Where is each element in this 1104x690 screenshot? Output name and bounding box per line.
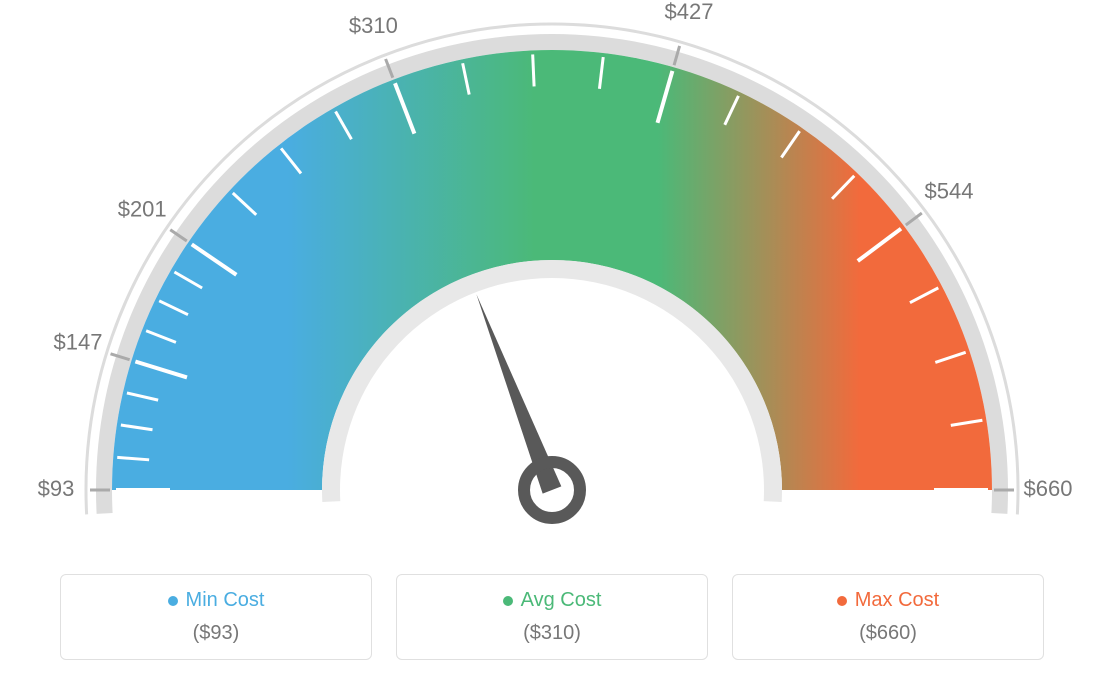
legend-value-max: ($660) — [743, 622, 1033, 645]
svg-text:$201: $201 — [118, 196, 167, 221]
legend-value-min: ($93) — [71, 622, 361, 645]
legend-label-min: Min Cost — [186, 589, 265, 612]
legend-row: Min Cost ($93) Avg Cost ($310) Max Cost … — [60, 574, 1044, 660]
legend-dot-max — [837, 596, 847, 606]
svg-text:$544: $544 — [925, 179, 974, 204]
legend-card-max: Max Cost ($660) — [732, 574, 1044, 660]
legend-value-avg: ($310) — [407, 622, 697, 645]
legend-dot-min — [168, 596, 178, 606]
legend-card-min: Min Cost ($93) — [60, 574, 372, 660]
legend-label-avg: Avg Cost — [521, 589, 602, 612]
legend-dot-avg — [503, 596, 513, 606]
legend-label-max: Max Cost — [855, 589, 939, 612]
chart-container: $93 $147 $201 $310 $427 $544 $660 Min Cost ($9… — [0, 0, 1104, 690]
gauge-chart: $93 $147 $201 $310 $427 $544 $660 — [0, 0, 1104, 560]
svg-text:$660: $660 — [1024, 476, 1073, 501]
svg-text:$147: $147 — [54, 330, 103, 355]
legend-card-avg: Avg Cost ($310) — [396, 574, 708, 660]
svg-text:$427: $427 — [665, 0, 714, 24]
svg-text:$310: $310 — [349, 13, 398, 38]
svg-text:$93: $93 — [38, 476, 75, 501]
